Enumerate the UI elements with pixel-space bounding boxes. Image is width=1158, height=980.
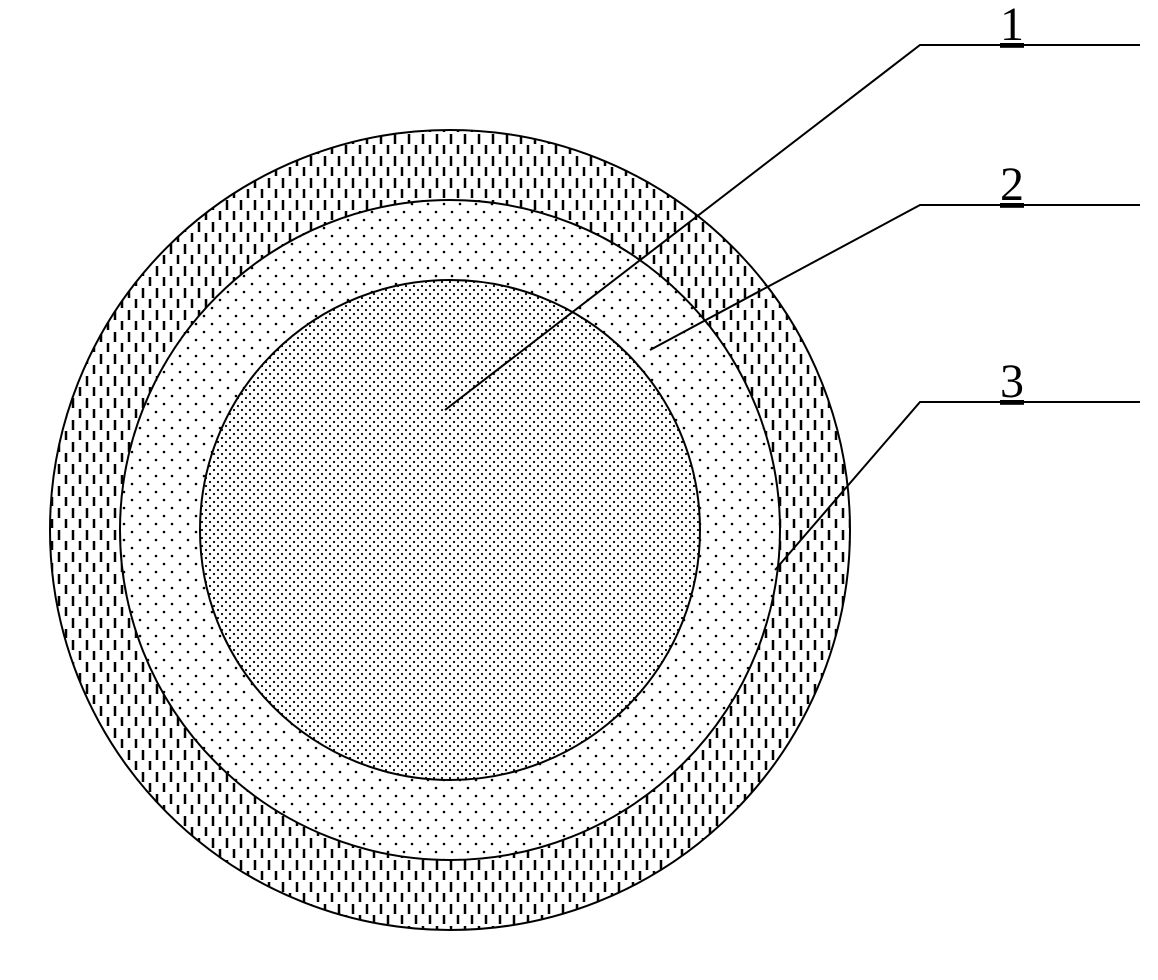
ring-3 [200, 280, 700, 780]
diagram-container: 1 2 3 [0, 0, 1158, 980]
callout-label-3: 3 [1000, 355, 1024, 408]
concentric-diagram: 1 2 3 [0, 0, 1158, 980]
callout-label-2: 2 [1000, 158, 1024, 211]
callout-label-1: 1 [1000, 0, 1024, 51]
